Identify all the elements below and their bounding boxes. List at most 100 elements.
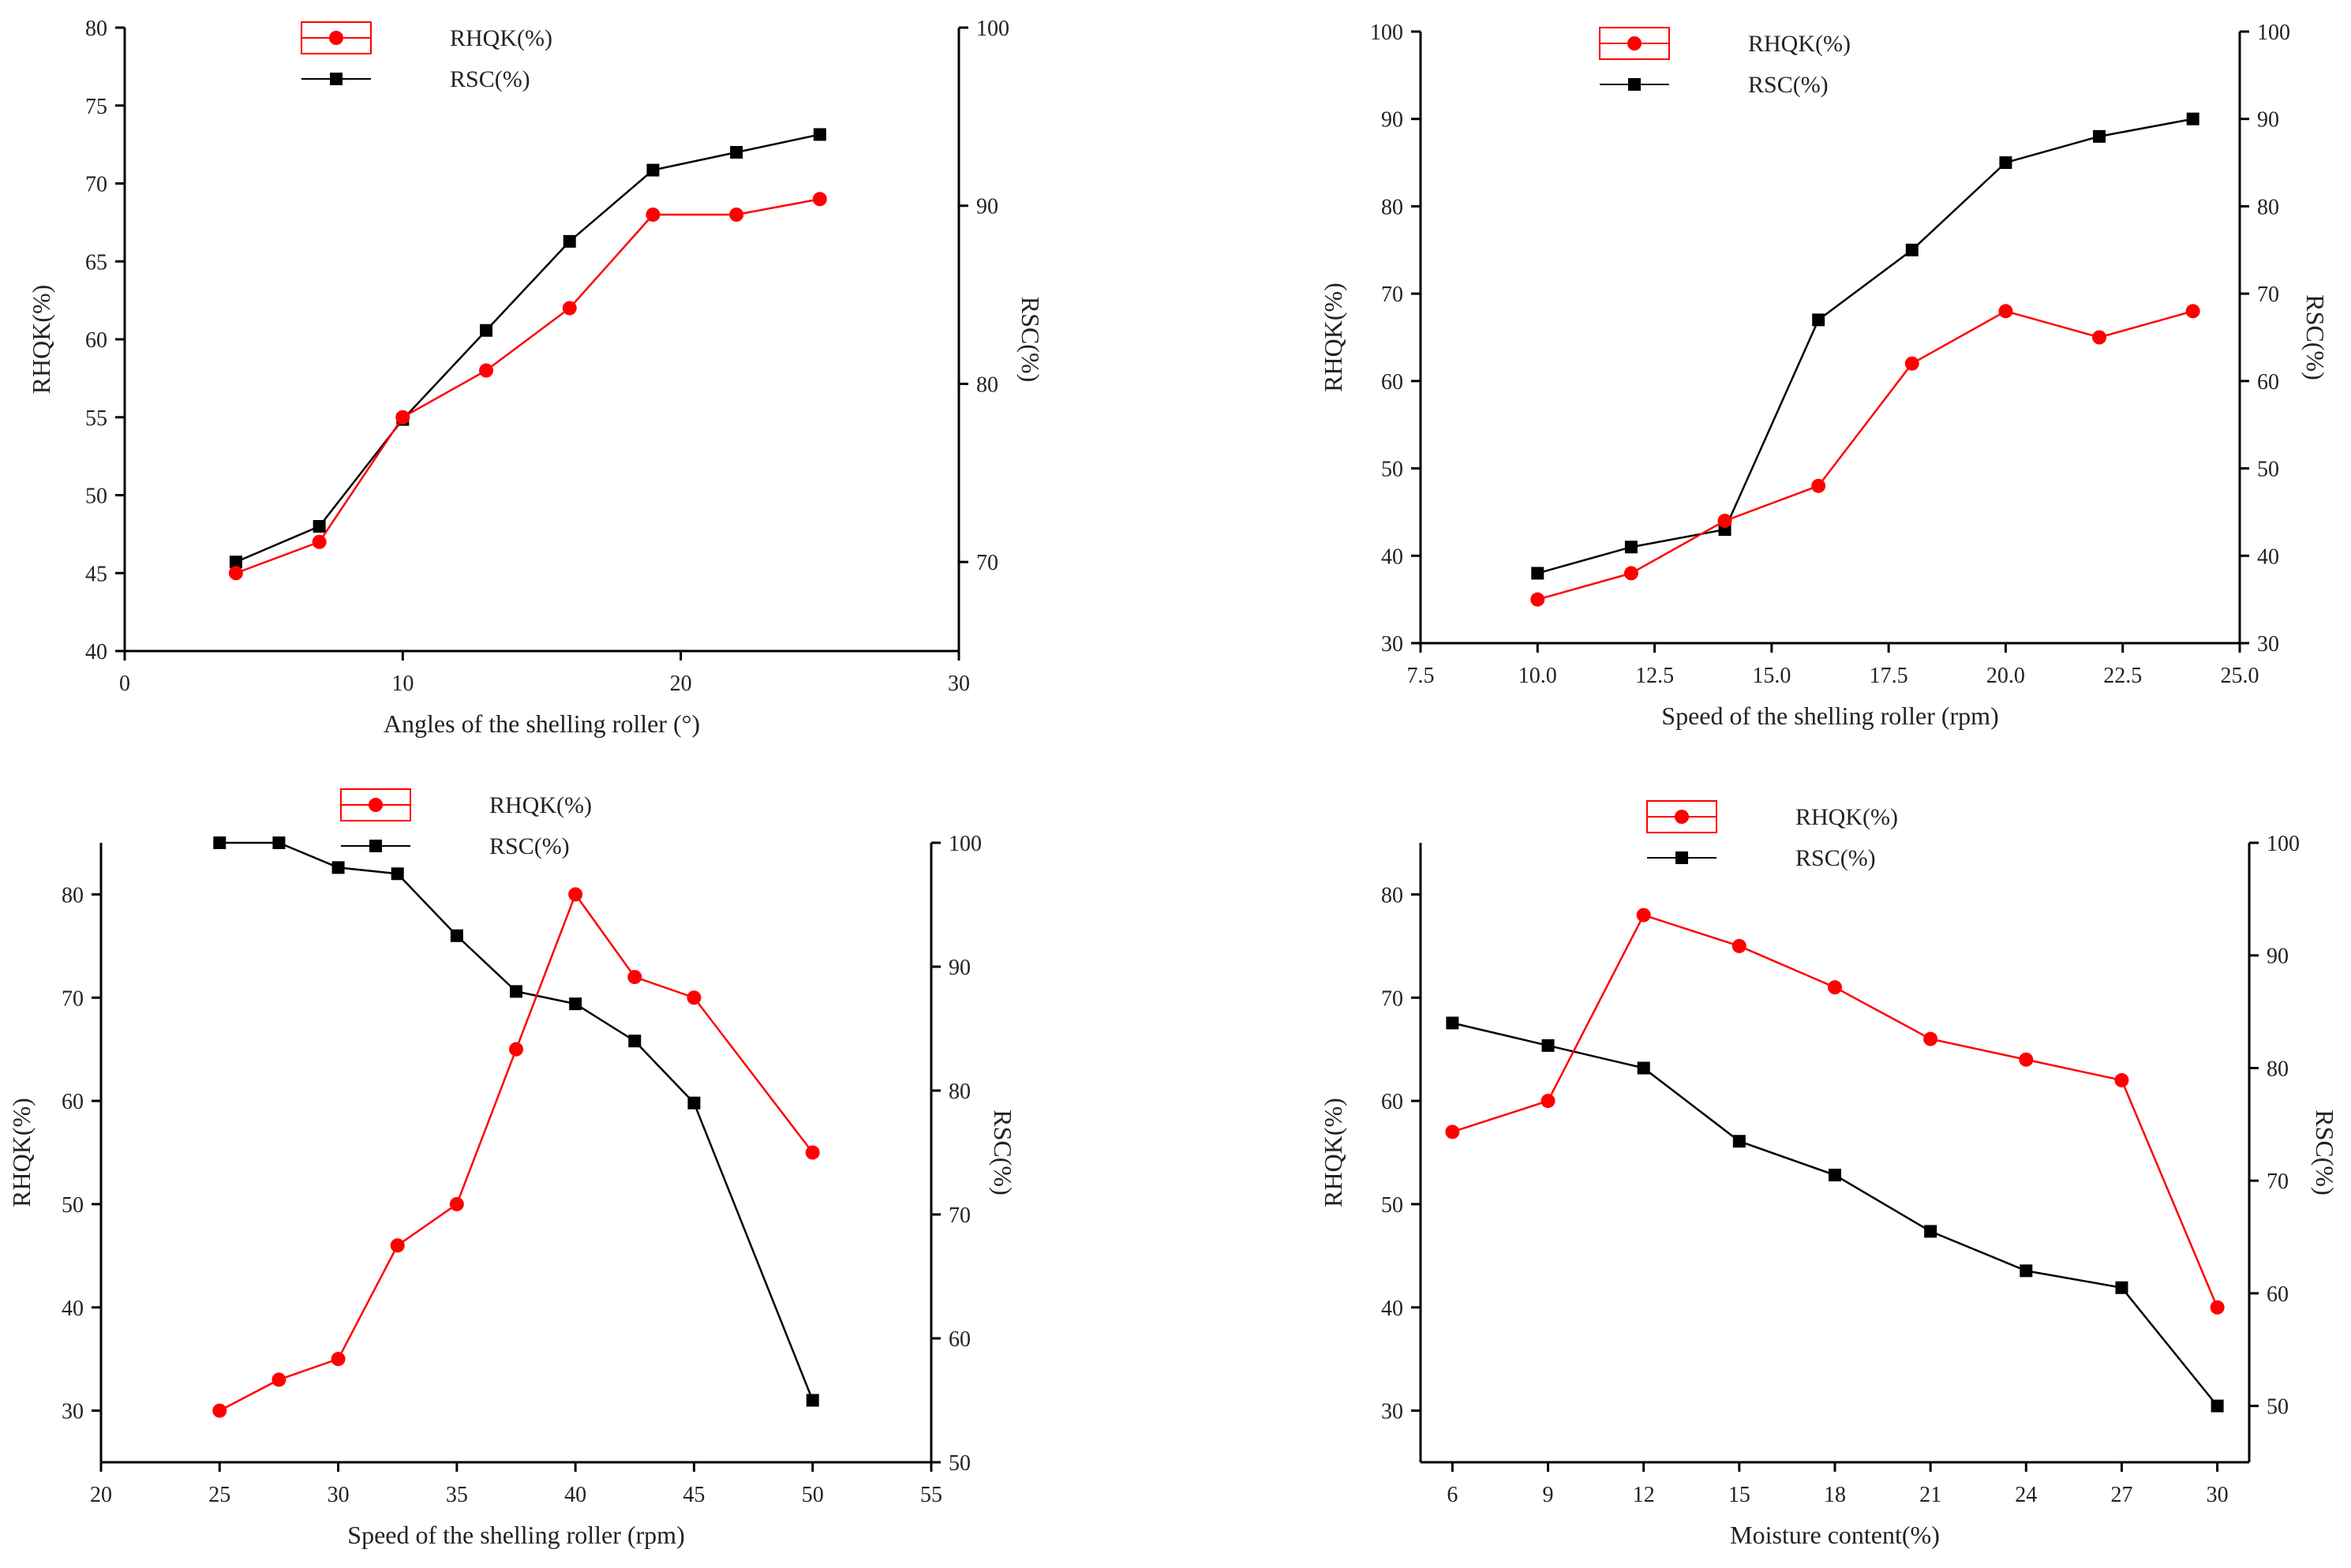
rhqk-point	[1811, 478, 1826, 493]
y-left-tick-label: 80	[1381, 883, 1403, 907]
rsc-point	[2093, 129, 2106, 143]
x-tick-label: 50	[802, 1483, 824, 1507]
rsc-series-line	[1452, 1022, 2218, 1407]
legend-rsc-marker	[330, 73, 343, 85]
rsc-point	[1624, 541, 1638, 554]
legend-rhqk-marker	[1627, 36, 1642, 51]
rsc-point	[1924, 1225, 1937, 1238]
y-right-tick-label: 80	[976, 372, 998, 397]
rhqk-point	[812, 192, 827, 207]
x-tick-label: 30	[948, 672, 970, 696]
rhqk-point	[449, 1196, 464, 1211]
y-right-tick-label: 90	[949, 956, 971, 980]
rsc-point	[313, 520, 326, 533]
rhqk-series-line	[1451, 914, 2218, 1308]
rsc-series-line	[1537, 118, 2193, 574]
y-left-tick-label: 70	[85, 173, 107, 197]
y-axis-left-label: RHQK(%)	[7, 1098, 36, 1207]
x-tick-label: 6	[1447, 1483, 1458, 1507]
y-right-tick-label: 60	[2267, 1282, 2289, 1307]
y-left-tick-label: 60	[1381, 370, 1403, 395]
y-left-tick-label: 40	[85, 640, 107, 664]
chart-1: 0 10 20 30 40 45 50 55 60 65 70 75 80 70 80 90 100 Angles…	[27, 17, 1045, 738]
rsc-series-line	[219, 841, 814, 1401]
y-left-tick-label: 40	[1381, 544, 1403, 569]
rhqk-point	[271, 1372, 286, 1387]
rhqk-point	[562, 301, 577, 316]
legend-rsc-label: RSC(%)	[450, 66, 530, 92]
rhqk-series-line	[235, 198, 821, 574]
rhqk-point	[479, 363, 494, 378]
legend-rhqk-label: RHQK(%)	[489, 792, 592, 818]
legend-rhqk-marker	[1675, 810, 1689, 824]
y-left-tick-label: 90	[1381, 108, 1403, 133]
rhqk-point	[509, 1042, 523, 1057]
rsc-point	[2211, 1399, 2224, 1413]
x-tick-label: 20.0	[1986, 664, 2025, 688]
x-tick-label: 21	[1919, 1483, 1941, 1507]
rhqk-point	[390, 1238, 405, 1253]
y-left-tick-label: 45	[85, 562, 107, 586]
y-left-tick-label: 80	[85, 17, 107, 41]
x-tick-label: 10	[391, 672, 414, 696]
x-axis-label: Speed of the shelling roller (rpm)	[1661, 702, 1998, 730]
x-tick-label: 25.0	[2221, 664, 2259, 688]
rhqk-point	[1998, 304, 2013, 319]
rhqk-point	[1445, 1125, 1460, 1140]
y-right-tick-label: 70	[2267, 1169, 2289, 1194]
y-left-tick-label: 50	[85, 485, 107, 509]
legend-rsc-marker	[1675, 851, 1688, 864]
y-right-tick-label: 70	[976, 551, 998, 575]
rsc-point	[450, 929, 463, 942]
rhqk-point	[2114, 1072, 2129, 1087]
rsc-series-line	[235, 133, 821, 563]
rsc-point	[331, 861, 345, 874]
y-right-tick-label: 70	[2257, 283, 2279, 307]
rhqk-point	[1636, 907, 1651, 922]
rhqk-point	[2210, 1300, 2225, 1315]
rsc-point	[1541, 1038, 1555, 1052]
rhqk-series-line	[219, 892, 814, 1412]
rhqk-point	[2092, 330, 2107, 345]
rsc-point	[272, 836, 286, 849]
rhqk-point	[805, 1145, 820, 1160]
x-tick-label: 30	[2207, 1483, 2229, 1507]
y-left-tick-label: 75	[85, 95, 107, 119]
x-tick-label: 18	[1824, 1483, 1846, 1507]
rhqk-point	[1541, 1094, 1555, 1109]
y-left-tick-label: 70	[1381, 986, 1403, 1011]
y-left-tick-label: 80	[62, 883, 84, 907]
legend-rhqk-label: RHQK(%)	[1748, 31, 1851, 57]
y-right-tick-label: 40	[2257, 544, 2279, 569]
rsc-point	[806, 1394, 819, 1407]
rsc-point	[569, 997, 582, 1011]
rsc-point	[1637, 1061, 1650, 1075]
legend-rhqk-marker	[329, 31, 343, 45]
y-left-tick-label: 30	[1381, 1400, 1403, 1424]
x-tick-label: 15	[1728, 1483, 1750, 1507]
rhqk-point	[646, 208, 661, 222]
rhqk-point	[1623, 566, 1638, 581]
y-right-tick-label: 50	[2257, 458, 2279, 482]
rsc-point	[646, 163, 660, 177]
rhqk-point	[312, 534, 327, 549]
y-axis-left-label: RHQK(%)	[1319, 1098, 1347, 1207]
legend-rsc-label: RSC(%)	[489, 833, 570, 859]
rsc-point	[1732, 1135, 1746, 1148]
rhqk-point	[568, 887, 583, 902]
x-tick-label: 10.0	[1518, 664, 1557, 688]
x-tick-label: 25	[208, 1483, 230, 1507]
rsc-point	[563, 234, 576, 248]
rhqk-point	[1904, 356, 1919, 371]
rsc-point	[213, 836, 226, 849]
y-axis-right-label: RSC(%)	[2301, 294, 2330, 380]
x-tick-label: 12.5	[1635, 664, 1674, 688]
y-right-tick-label: 100	[976, 17, 1009, 41]
rsc-point	[510, 985, 522, 998]
y-right-tick-label: 90	[2267, 945, 2289, 969]
y-left-tick-label: 70	[1381, 283, 1403, 307]
y-right-tick-label: 80	[2267, 1057, 2289, 1081]
rhqk-point	[1923, 1031, 1938, 1046]
y-left-tick-label: 60	[62, 1090, 84, 1114]
